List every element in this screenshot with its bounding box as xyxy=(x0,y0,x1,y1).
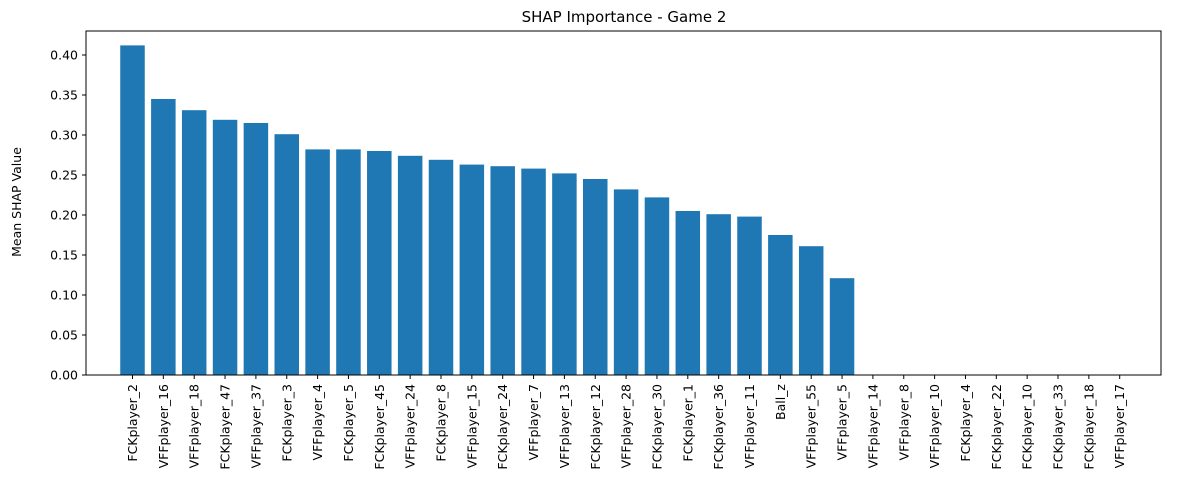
bar-VFFplayer_37 xyxy=(244,123,269,375)
x-tick-label: FCKplayer_12 xyxy=(588,384,603,470)
x-tick-label: VFFplayer_55 xyxy=(804,384,819,468)
x-tick-label: FCKplayer_4 xyxy=(958,384,973,462)
x-tick-label: VFFplayer_10 xyxy=(927,384,942,468)
x-tick-label: FCKplayer_30 xyxy=(649,384,664,470)
x-tick-label: FCKplayer_36 xyxy=(711,384,726,470)
y-tick-label: 0.10 xyxy=(50,288,78,303)
x-tick-label: VFFplayer_13 xyxy=(557,384,572,468)
bar-VFFplayer_7 xyxy=(521,169,546,375)
bar-FCKplayer_12 xyxy=(583,179,608,375)
x-tick-label: VFFplayer_18 xyxy=(187,384,202,468)
x-tick-label: FCKplayer_33 xyxy=(1051,384,1066,470)
y-tick-label: 0.00 xyxy=(50,368,78,383)
bar-FCKplayer_36 xyxy=(706,214,731,375)
x-tick-label: VFFplayer_28 xyxy=(619,384,634,468)
x-tick-label: VFFplayer_17 xyxy=(1112,384,1127,468)
bar-FCKplayer_45 xyxy=(367,151,392,375)
bar-FCKplayer_5 xyxy=(336,149,361,375)
bar-VFFplayer_55 xyxy=(799,246,824,375)
bar-FCKplayer_1 xyxy=(676,211,701,375)
bar-VFFplayer_5 xyxy=(830,278,855,375)
chart-title: SHAP Importance - Game 2 xyxy=(522,8,727,26)
bar-FCKplayer_2 xyxy=(120,45,145,375)
x-tick-label: VFFplayer_8 xyxy=(896,384,911,460)
x-tick-label: Ball_z xyxy=(773,384,788,420)
x-tick-label: VFFplayer_4 xyxy=(310,384,325,460)
x-tick-label: FCKplayer_22 xyxy=(989,384,1004,470)
bar-FCKplayer_3 xyxy=(275,134,300,375)
x-tick-label: FCKplayer_18 xyxy=(1081,384,1096,470)
x-tick-label: FCKplayer_1 xyxy=(680,384,695,462)
x-tick-label: VFFplayer_11 xyxy=(742,384,757,468)
x-tick-label: VFFplayer_14 xyxy=(865,384,880,468)
y-tick-label: 0.15 xyxy=(50,248,78,263)
x-axis: FCKplayer_2 VFFplayer_16 VFFplayer_18 FCKpl… xyxy=(125,375,1127,470)
x-tick-label: FCKplayer_47 xyxy=(218,384,233,470)
y-axis-title: Mean SHAP Value xyxy=(9,147,24,257)
x-tick-label: FCKplayer_8 xyxy=(434,384,449,462)
x-tick-label: FCKplayer_2 xyxy=(125,384,140,462)
y-tick-label: 0.25 xyxy=(50,168,78,183)
y-tick-label: 0.20 xyxy=(50,208,78,223)
bar-VFFplayer_28 xyxy=(614,189,639,375)
x-tick-label: VFFplayer_16 xyxy=(156,384,171,468)
bar-VFFplayer_4 xyxy=(305,149,330,375)
x-tick-label: FCKplayer_3 xyxy=(279,384,294,462)
y-tick-label: 0.35 xyxy=(50,88,78,103)
x-tick-label: VFFplayer_37 xyxy=(248,384,263,468)
bar-FCKplayer_24 xyxy=(490,166,515,375)
x-tick-label: FCKplayer_45 xyxy=(372,384,387,470)
bar-FCKplayer_8 xyxy=(429,160,454,375)
y-tick-label: 0.30 xyxy=(50,128,78,143)
bar-FCKplayer_30 xyxy=(645,197,670,375)
y-tick-label: 0.40 xyxy=(50,48,78,63)
x-tick-label: FCKplayer_24 xyxy=(495,384,510,470)
x-tick-label: VFFplayer_15 xyxy=(464,384,479,468)
bar-VFFplayer_24 xyxy=(398,156,423,375)
bar-Ball_z xyxy=(768,235,793,375)
x-tick-label: VFFplayer_5 xyxy=(835,384,850,460)
bars-group xyxy=(120,45,854,375)
y-tick-label: 0.05 xyxy=(50,328,78,343)
x-tick-label: VFFplayer_7 xyxy=(526,384,541,460)
bar-VFFplayer_16 xyxy=(151,99,176,375)
y-axis: 0.00 0.05 0.10 0.15 0.20 0.25 0.30 0.35 0.40 xyxy=(50,48,86,383)
x-tick-label: FCKplayer_10 xyxy=(1020,384,1035,470)
bar-FCKplayer_47 xyxy=(213,120,238,375)
bar-VFFplayer_13 xyxy=(552,173,577,375)
bar-VFFplayer_11 xyxy=(737,217,762,375)
bar-VFFplayer_15 xyxy=(460,165,485,375)
x-tick-label: VFFplayer_24 xyxy=(403,384,418,468)
x-tick-label: FCKplayer_5 xyxy=(341,384,356,462)
bar-VFFplayer_18 xyxy=(182,110,207,375)
